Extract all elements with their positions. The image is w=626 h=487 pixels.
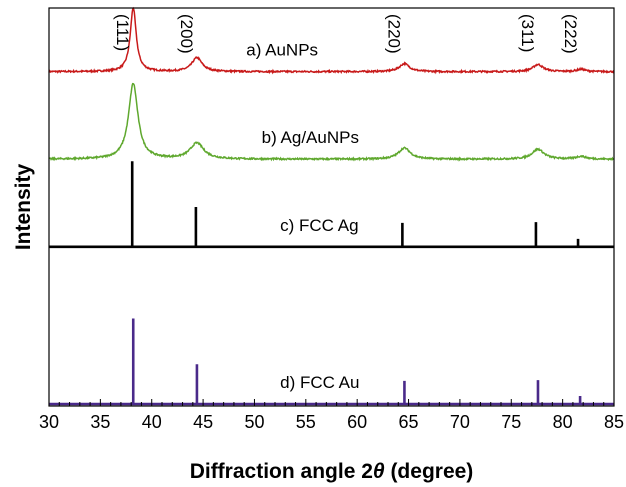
- x-tick-label-30: 30: [39, 412, 59, 432]
- x-tick-label-35: 35: [90, 412, 110, 432]
- x-tick-label-55: 55: [296, 412, 316, 432]
- x-tick-label-45: 45: [193, 412, 213, 432]
- peak-label-5: (222): [561, 14, 580, 54]
- plot-frame: [48, 7, 615, 407]
- x-axis-title-prefix: Diffraction angle 2: [190, 460, 373, 483]
- x-tick-label-50: 50: [244, 412, 264, 432]
- x-axis: 30 35 40 45 50 55 60 65 70 75 80 85: [39, 399, 624, 432]
- series-label-2: b) Ag/AuNPs: [262, 128, 359, 147]
- theta-symbol: θ: [373, 460, 385, 483]
- series-label-3: c) FCC Ag: [280, 216, 358, 235]
- peak-label-2: (200): [177, 14, 196, 54]
- annotations: a) AuNPs b) Ag/AuNPs c) FCC Ag d) FCC Au (11…: [113, 14, 580, 392]
- series-line-4: [49, 318, 614, 406]
- x-tick-label-75: 75: [501, 412, 521, 432]
- x-tick-label-70: 70: [450, 412, 470, 432]
- series-label-1: a) AuNPs: [246, 41, 318, 60]
- series-label-4: d) FCC Au: [280, 373, 359, 392]
- x-axis-title: Diffraction angle 2θ (degree): [190, 460, 474, 483]
- series-line-2: [48, 82, 615, 162]
- series-traces: [48, 6, 615, 406]
- y-axis-title: Intensity: [12, 164, 35, 251]
- series-line-1: [48, 6, 615, 75]
- x-axis-title-suffix: (degree): [385, 460, 474, 483]
- x-tick-label-60: 60: [347, 412, 367, 432]
- peak-label-4: (311): [518, 14, 537, 52]
- x-tick-label-65: 65: [399, 412, 419, 432]
- peak-label-1: (111): [113, 14, 132, 51]
- x-tick-label-85: 85: [604, 412, 624, 432]
- peak-label-3: (220): [384, 14, 403, 54]
- x-tick-label-80: 80: [553, 412, 573, 432]
- series-line-3: [49, 161, 614, 249]
- x-tick-label-40: 40: [142, 412, 162, 432]
